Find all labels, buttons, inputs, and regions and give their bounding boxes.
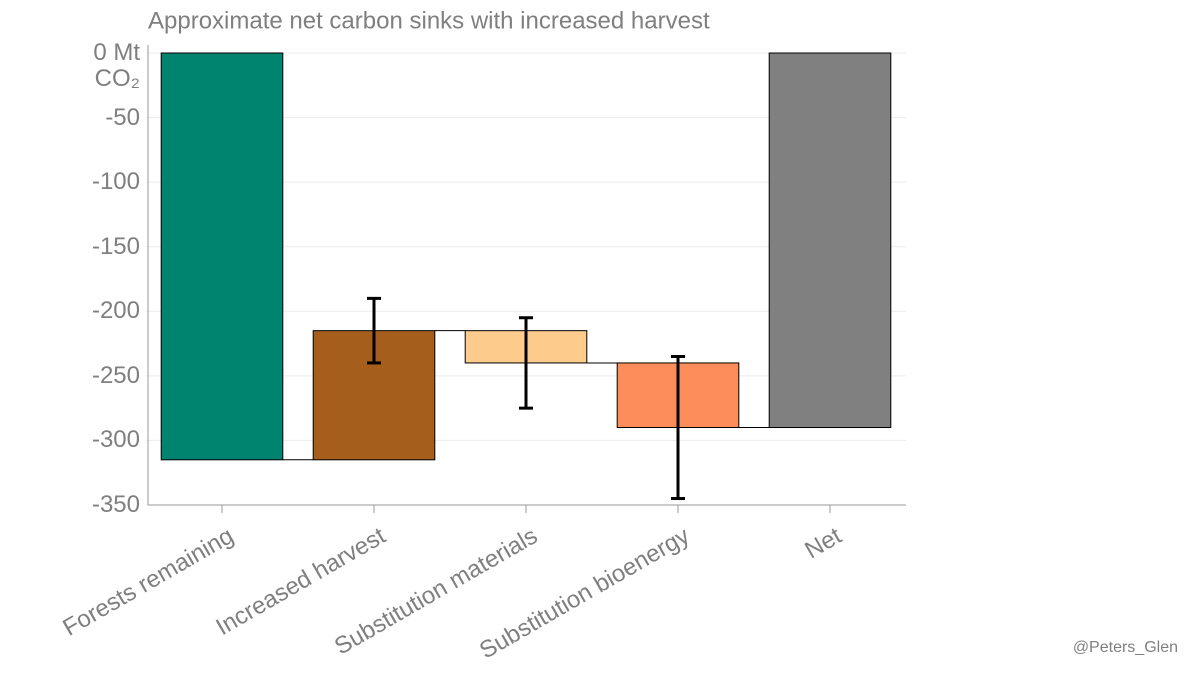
y-tick-label: -150	[91, 232, 140, 260]
y-tick-label: -350	[91, 491, 140, 518]
bar	[768, 52, 892, 429]
x-tick-label: Net	[800, 522, 846, 564]
bar	[160, 52, 284, 461]
x-tick-label: Forests remaining	[58, 522, 238, 641]
y-tick-label: -300	[91, 426, 140, 454]
y-tick-label: -50	[105, 103, 140, 131]
y-tick-label: -200	[91, 297, 140, 325]
y-tick-label: -100	[91, 168, 140, 196]
credit: @Peters_Glen	[1073, 639, 1178, 656]
chart-title: Approximate net carbon sinks with increa…	[148, 7, 710, 34]
y-tick-label: -250	[91, 361, 140, 389]
y-tick-label: 0 Mt CO₂	[93, 39, 140, 92]
